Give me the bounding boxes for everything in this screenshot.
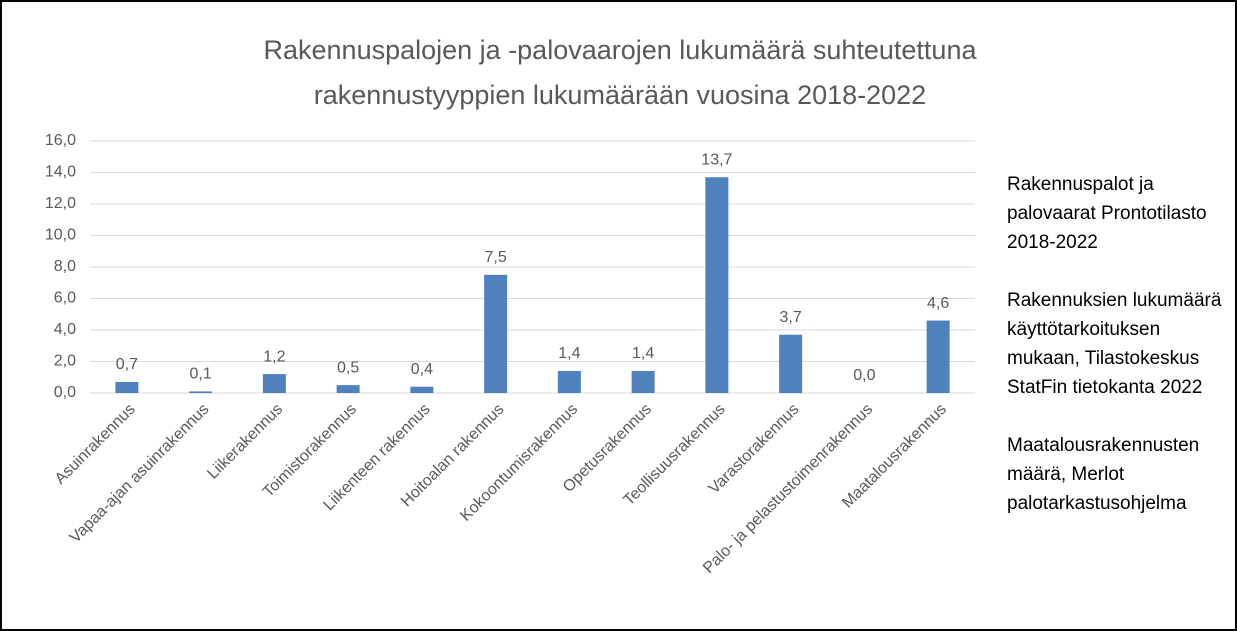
value-label: 1,4 [632, 345, 654, 362]
bar [631, 370, 655, 393]
y-tick-label: 0,0 [54, 384, 76, 401]
y-tick-label: 4,0 [54, 321, 76, 338]
x-tick-label: Vapaa-ajan asuinrakennus [67, 401, 213, 547]
value-label: 0,4 [411, 361, 433, 378]
chart-title: rakennustyyppien lukumäärään vuosina 201… [314, 80, 926, 110]
chart-title: Rakennuspalojen ja -palovaarojen lukumää… [264, 35, 978, 65]
bar [779, 334, 803, 393]
annotation: Maatalousrakennusten määrä, Merlot palot… [1007, 435, 1200, 514]
x-tick-label: Liikerakennus [204, 401, 286, 483]
y-tick-label: 12,0 [45, 195, 76, 212]
bar [189, 391, 213, 393]
value-label: 7,5 [485, 249, 507, 266]
value-label: 0,0 [853, 367, 875, 384]
y-tick-label: 14,0 [45, 164, 76, 181]
bar [557, 370, 581, 393]
value-label: 3,7 [780, 309, 802, 326]
bar [115, 381, 139, 393]
bar [484, 274, 508, 393]
value-label: 1,4 [558, 345, 580, 362]
value-label: 13,7 [701, 151, 732, 168]
y-tick-label: 16,0 [45, 132, 76, 149]
bar [262, 374, 286, 393]
bar [336, 385, 360, 393]
bar [705, 177, 729, 393]
value-label: 0,5 [337, 359, 359, 376]
annotation: Rakennuspalot ja palovaarat Prontotilast… [1007, 174, 1207, 253]
value-label: 4,6 [927, 295, 949, 312]
annotation: Rakennuksien lukumäärä käyttötarkoitukse… [1007, 290, 1222, 398]
bar [926, 320, 950, 393]
y-tick-label: 10,0 [45, 227, 76, 244]
value-label: 1,2 [263, 348, 285, 365]
notes: Rakennuspalot ja palovaarat Prontotilast… [1007, 170, 1232, 547]
value-label: 0,1 [190, 366, 212, 383]
value-label: 0,7 [116, 356, 138, 373]
y-tick-label: 2,0 [54, 353, 76, 370]
y-tick-label: 8,0 [54, 258, 76, 275]
bar [410, 386, 434, 393]
y-tick-label: 6,0 [54, 290, 76, 307]
